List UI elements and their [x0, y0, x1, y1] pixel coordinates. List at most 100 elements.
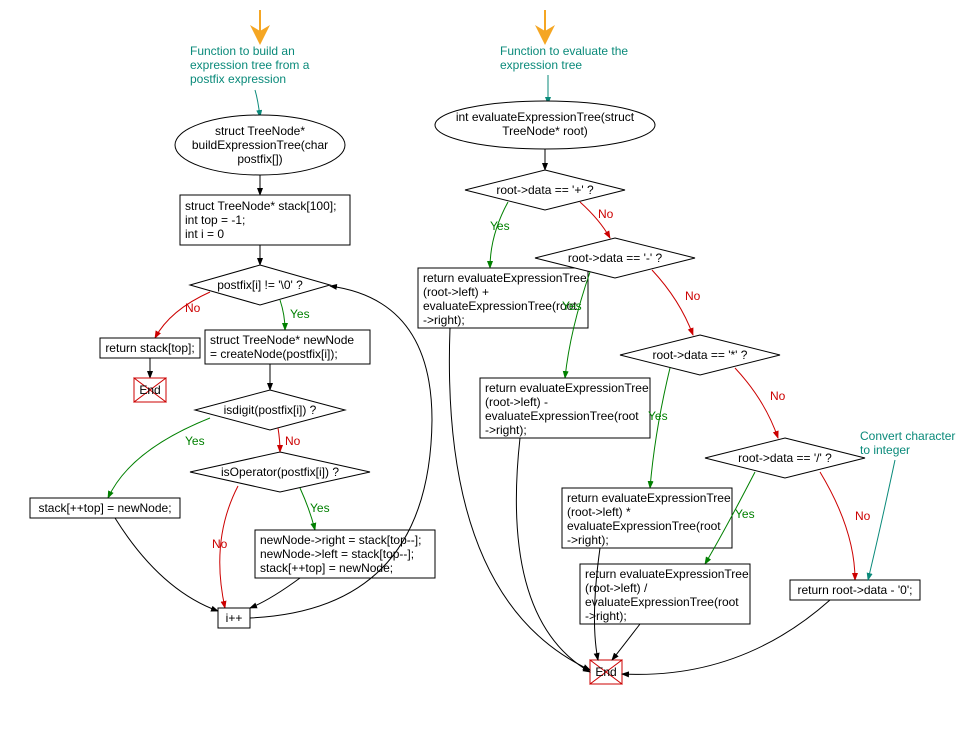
edge-retdiv-end	[612, 624, 640, 660]
cond-minus-label: root->data == '-' ?	[568, 251, 663, 265]
svg-text:expression tree from a: expression tree from a	[190, 58, 310, 72]
div-yes-label: Yes	[735, 507, 755, 521]
svg-text:= createNode(postfix[i]);: = createNode(postfix[i]);	[210, 347, 338, 361]
edge-retminus-end	[516, 438, 590, 672]
cond-div-label: root->data == '/' ?	[738, 451, 832, 465]
svg-text:->right);: ->right);	[585, 609, 627, 623]
ret-div-l4: ->right);	[585, 609, 627, 623]
loop-no-label: No	[185, 301, 201, 315]
svg-text:->right);: ->right);	[567, 533, 609, 547]
start-eval-l1: int evaluateExpressionTree(struct	[456, 110, 635, 124]
edge-loop-yes	[280, 300, 285, 330]
edge-mul-no	[735, 368, 778, 438]
svg-text:buildExpressionTree(char: buildExpressionTree(char	[192, 138, 328, 152]
init-l1: struct TreeNode* stack[100];	[185, 199, 336, 213]
svg-text:struct TreeNode* stack[100];: struct TreeNode* stack[100];	[185, 199, 336, 213]
svg-text:TreeNode* root): TreeNode* root)	[502, 124, 588, 138]
comment-eval-l2: expression tree	[500, 58, 582, 72]
opbody-l3: stack[++top] = newNode;	[260, 561, 393, 575]
svg-text:Convert character: Convert character	[860, 429, 955, 443]
svg-text:Function to build an: Function to build an	[190, 44, 295, 58]
start-eval-l2: TreeNode* root)	[502, 124, 588, 138]
svg-text:struct TreeNode*: struct TreeNode*	[215, 124, 305, 138]
end-right: End	[590, 660, 622, 684]
cond-isdigit-label: isdigit(postfix[i]) ?	[224, 403, 317, 417]
inc-label: i++	[226, 611, 243, 625]
svg-text:(root->left) *: (root->left) *	[567, 505, 631, 519]
edge-isdigit-no	[278, 428, 280, 452]
svg-text:postfix expression: postfix expression	[190, 72, 286, 86]
start-build-l2: buildExpressionTree(char	[192, 138, 328, 152]
ret-minus-l3: evaluateExpressionTree(root	[485, 409, 639, 423]
ret-stack-label: return stack[top];	[105, 341, 194, 355]
opbody-l1: newNode->right = stack[top--];	[260, 533, 421, 547]
init-l2: int top = -1;	[185, 213, 245, 227]
cond-isop-label: isOperator(postfix[i]) ?	[221, 465, 339, 479]
div-no-label: No	[855, 509, 871, 523]
end-right-label: End	[595, 665, 616, 679]
comment-convert-edge	[868, 460, 895, 580]
svg-text:return evaluateExpressionTree: return evaluateExpressionTree	[567, 491, 731, 505]
isop-yes-label: Yes	[310, 501, 330, 515]
svg-text:postfix[]): postfix[])	[237, 152, 282, 166]
svg-text:int evaluateExpressionTree(str: int evaluateExpressionTree(struct	[456, 110, 635, 124]
svg-text:expression tree: expression tree	[500, 58, 582, 72]
svg-text:struct TreeNode* newNode: struct TreeNode* newNode	[210, 333, 354, 347]
ret-div-l1: return evaluateExpressionTree	[585, 567, 749, 581]
comment-convert-l2: to integer	[860, 443, 910, 457]
plus-yes-label: Yes	[490, 219, 510, 233]
edge-loop-no	[155, 292, 210, 338]
edge-isdigit-yes	[108, 418, 210, 498]
svg-text:to integer: to integer	[860, 443, 910, 457]
svg-text:int i = 0: int i = 0	[185, 227, 224, 241]
comment-build-edge	[255, 90, 260, 117]
ret-minus-l4: ->right);	[485, 423, 527, 437]
ret-mul-l1: return evaluateExpressionTree	[567, 491, 731, 505]
svg-text:return evaluateExpressionTree: return evaluateExpressionTree	[485, 381, 649, 395]
ret-mul-l3: evaluateExpressionTree(root	[567, 519, 721, 533]
comment-eval-l1: Function to evaluate the	[500, 44, 628, 58]
mul-yes-label: Yes	[648, 409, 668, 423]
ret-default-label: return root->data - '0';	[798, 583, 913, 597]
ret-mul-l2: (root->left) *	[567, 505, 631, 519]
ret-plus-l2: (root->left) +	[423, 285, 489, 299]
ret-div-l3: evaluateExpressionTree(root	[585, 595, 739, 609]
comment-build-l3: postfix expression	[190, 72, 286, 86]
svg-text:evaluateExpressionTree(root: evaluateExpressionTree(root	[423, 299, 577, 313]
ret-plus-l4: ->right);	[423, 313, 465, 327]
svg-text:->right);: ->right);	[423, 313, 465, 327]
svg-text:(root->left) /: (root->left) /	[585, 581, 648, 595]
init-l3: int i = 0	[185, 227, 224, 241]
edge-plus-yes	[490, 202, 508, 268]
newnode-l2: = createNode(postfix[i]);	[210, 347, 338, 361]
end-left: End	[134, 378, 166, 402]
start-build-l3: postfix[])	[237, 152, 282, 166]
isop-no-label: No	[212, 537, 228, 551]
push-label: stack[++top] = newNode;	[38, 501, 171, 515]
start-build-l1: struct TreeNode*	[215, 124, 305, 138]
newnode-l1: struct TreeNode* newNode	[210, 333, 354, 347]
svg-text:Function to evaluate the: Function to evaluate the	[500, 44, 628, 58]
ret-plus-l3: evaluateExpressionTree(root	[423, 299, 577, 313]
ret-plus-l1: return evaluateExpressionTree	[423, 271, 587, 285]
svg-text:evaluateExpressionTree(root: evaluateExpressionTree(root	[585, 595, 739, 609]
isdigit-yes-label: Yes	[185, 434, 205, 448]
svg-text:(root->left) -: (root->left) -	[485, 395, 548, 409]
minus-yes-label: Yes	[562, 299, 582, 313]
ret-div-l2: (root->left) /	[585, 581, 648, 595]
comment-build: Function to build an expression tree fro…	[190, 44, 310, 86]
svg-text:return evaluateExpressionTree: return evaluateExpressionTree	[585, 567, 749, 581]
edge-div-no	[820, 472, 855, 580]
ret-minus-l2: (root->left) -	[485, 395, 548, 409]
minus-no-label: No	[685, 289, 701, 303]
svg-text:evaluateExpressionTree(root: evaluateExpressionTree(root	[485, 409, 639, 423]
isdigit-no-label: No	[285, 434, 301, 448]
svg-text:evaluateExpressionTree(root: evaluateExpressionTree(root	[567, 519, 721, 533]
svg-text:->right);: ->right);	[485, 423, 527, 437]
edge-opbody-inc	[250, 578, 300, 608]
end-left-label: End	[139, 383, 160, 397]
comment-convert-l1: Convert character	[860, 429, 955, 443]
edge-mul-yes	[650, 368, 670, 488]
comment-build-l2: expression tree from a	[190, 58, 310, 72]
edge-push-inc	[115, 518, 218, 611]
